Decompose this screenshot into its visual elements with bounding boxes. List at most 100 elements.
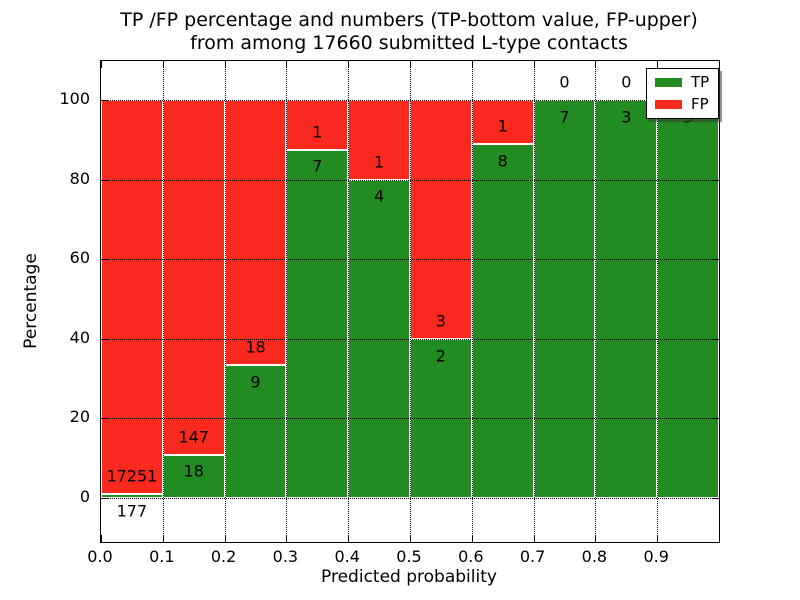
- x-axis-label: Predicted probability: [321, 567, 497, 587]
- x-tick-top: [657, 61, 659, 68]
- v-gridline: [471, 61, 473, 542]
- fp-count-label: 0: [559, 72, 570, 92]
- v-gridline: [657, 61, 659, 542]
- v-gridline: [410, 61, 411, 542]
- chart-title: TP /FP percentage and numbers (TP-bottom…: [100, 9, 718, 55]
- bar-tp-segment: [657, 100, 719, 498]
- bar-tp-segment: [595, 100, 658, 498]
- y-tick-right: [712, 259, 719, 261]
- x-tick-bottom: [471, 535, 473, 542]
- y-tick-right: [712, 179, 719, 181]
- fp-count-label: 1: [374, 152, 385, 172]
- x-tick-top: [595, 61, 597, 68]
- y-tick-label: 40: [69, 327, 90, 347]
- x-tick-label: 0.7: [519, 547, 546, 566]
- x-tick-bottom: [286, 535, 288, 542]
- y-tick-right: [712, 498, 719, 499]
- x-tick-label: 0.3: [272, 547, 299, 566]
- x-tick-bottom: [162, 535, 164, 542]
- x-tick-bottom: [595, 535, 597, 542]
- y-tick-left: [101, 259, 108, 261]
- y-tick-left: [101, 100, 108, 101]
- x-tick-top: [410, 61, 411, 68]
- bar-tp-segment: [101, 493, 163, 498]
- tp-count-label: 177: [116, 501, 148, 521]
- legend-fp-label: FP: [691, 95, 709, 113]
- x-tick-label: 0.0: [87, 547, 113, 566]
- legend-entry-tp: TP: [655, 75, 709, 90]
- bar-tp-segment: [533, 100, 596, 498]
- x-tick-bottom: [533, 535, 535, 542]
- v-gridline: [533, 61, 535, 542]
- bar-tp-segment: [471, 144, 534, 498]
- y-tick-label: 0: [79, 487, 90, 506]
- tp-count-label: 8: [497, 151, 508, 171]
- fp-count-label: 18: [245, 337, 266, 357]
- v-gridline: [348, 61, 350, 542]
- bar-fp-segment: [410, 100, 472, 339]
- x-tick-label: 0.5: [396, 547, 422, 566]
- chart-title-line1: TP /FP percentage and numbers (TP-bottom…: [120, 9, 698, 31]
- legend-fp-swatch: [655, 100, 682, 109]
- x-tick-bottom: [101, 535, 102, 542]
- y-tick-left: [101, 338, 108, 340]
- tp-count-label: 2: [435, 346, 446, 366]
- plot-area: TP FP 172511771471818917143218070303: [100, 60, 720, 543]
- legend-entry-fp: FP: [655, 97, 709, 112]
- x-tick-top: [348, 61, 350, 68]
- y-tick-right: [712, 338, 719, 340]
- bar-fp-segment: [162, 100, 225, 455]
- fp-count-label: 0: [621, 72, 632, 92]
- x-tick-bottom: [657, 535, 659, 542]
- bar-tp-segment: [286, 149, 349, 498]
- x-tick-bottom: [224, 535, 226, 542]
- x-tick-label: 0.6: [458, 547, 484, 566]
- v-gridline: [595, 61, 597, 542]
- x-tick-label: 0.4: [334, 547, 360, 566]
- tp-count-label: 7: [312, 156, 323, 176]
- bar-tp-segment: [348, 179, 410, 498]
- x-tick-top: [224, 61, 226, 68]
- legend-tp-swatch: [655, 78, 682, 87]
- fp-count-label: 1: [497, 116, 508, 136]
- x-tick-label: 0.8: [581, 547, 608, 566]
- y-tick-label: 20: [69, 407, 90, 427]
- tp-count-label: 9: [250, 372, 261, 392]
- tp-count-label: 7: [559, 107, 570, 127]
- fp-count-label: 1: [312, 122, 323, 142]
- v-gridline: [286, 61, 288, 542]
- x-tick-top: [286, 61, 288, 68]
- v-gridline: [224, 61, 226, 542]
- bar-fp-segment: [471, 100, 534, 145]
- x-tick-top: [162, 61, 164, 68]
- bar-fp-segment: [101, 100, 163, 494]
- bar-fp-segment: [224, 100, 287, 366]
- bar-tp-segment: [162, 454, 225, 498]
- y-tick-left: [101, 179, 108, 181]
- x-tick-top: [471, 61, 473, 68]
- y-tick-left: [101, 498, 108, 499]
- x-tick-top: [533, 61, 535, 68]
- v-gridline: [162, 61, 164, 542]
- y-tick-left: [101, 418, 108, 420]
- y-tick-label: 60: [69, 248, 90, 268]
- x-tick-bottom: [410, 535, 411, 542]
- x-tick-top: [101, 61, 102, 68]
- x-tick-label: 0.1: [149, 547, 175, 566]
- y-tick-label: 100: [59, 89, 90, 108]
- tp-count-label: 4: [374, 186, 385, 206]
- tp-count-label: 3: [621, 107, 632, 127]
- fp-count-label: 17251: [106, 466, 158, 486]
- x-tick-label: 0.9: [643, 547, 669, 566]
- fp-count-label: 147: [178, 427, 209, 447]
- y-tick-right: [712, 418, 719, 420]
- y-tick-label: 80: [69, 168, 90, 188]
- x-tick-bottom: [348, 535, 350, 542]
- x-tick-label: 0.2: [210, 547, 237, 566]
- fp-count-label: 3: [435, 311, 446, 331]
- legend: TP FP: [646, 68, 720, 119]
- tp-count-label: 18: [183, 461, 204, 481]
- chart-title-line2: from among 17660 submitted L-type contac…: [190, 32, 628, 54]
- legend-tp-label: TP: [691, 73, 710, 91]
